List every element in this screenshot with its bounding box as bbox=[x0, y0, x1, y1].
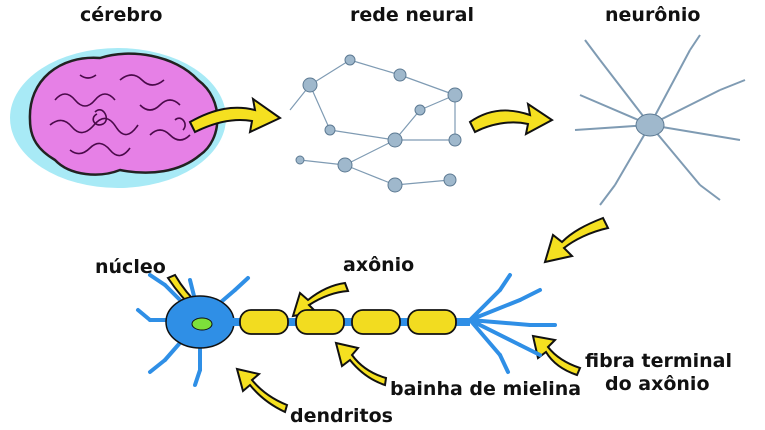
label-brain: cérebro bbox=[80, 4, 163, 26]
arrow-dendrites bbox=[235, 367, 289, 414]
arrow-neuron-to-detail bbox=[543, 216, 610, 264]
arrows bbox=[166, 96, 610, 414]
label-neuron: neurônio bbox=[605, 4, 701, 26]
brain-illustration bbox=[10, 48, 226, 188]
neural-network-illustration bbox=[289, 54, 463, 193]
nucleus bbox=[191, 317, 213, 331]
label-neural-network: rede neural bbox=[350, 4, 475, 26]
label-terminal-line2: do axônio bbox=[605, 373, 710, 395]
label-dendrites: dendritos bbox=[290, 405, 393, 427]
label-terminal-line1: fibra terminal bbox=[585, 350, 732, 372]
neuron-illustration bbox=[574, 34, 746, 206]
label-axon: axônio bbox=[343, 254, 415, 276]
arrow-network-to-neuron bbox=[468, 101, 554, 136]
arrow-myelin bbox=[334, 341, 388, 387]
label-nucleus: núcleo bbox=[95, 256, 166, 278]
detailed-neuron bbox=[136, 273, 557, 387]
label-myelin: bainha de mielina bbox=[390, 378, 582, 400]
arrow-brain-to-network bbox=[188, 96, 282, 134]
arrow-terminal bbox=[531, 334, 582, 377]
